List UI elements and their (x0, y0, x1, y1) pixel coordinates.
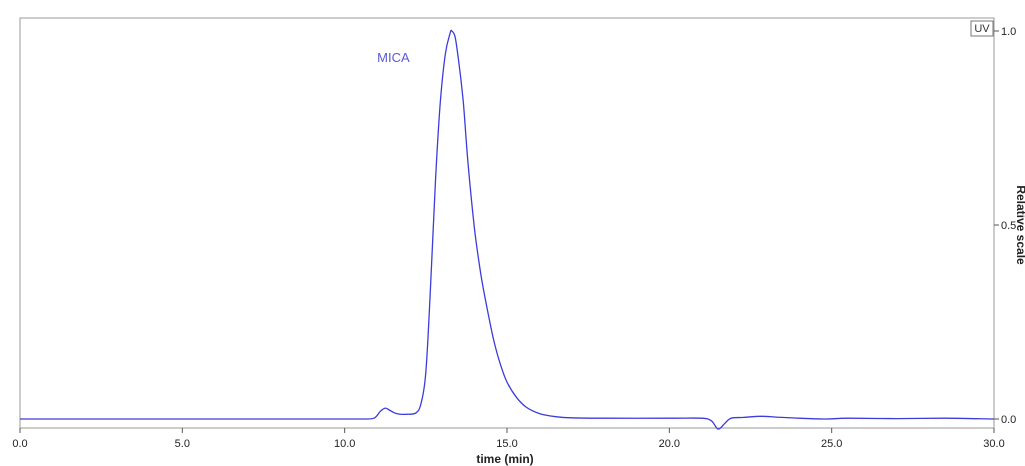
x-tick-label: 15.0 (496, 438, 517, 450)
series-line-uv (20, 29, 995, 430)
annotation-layer: MICA (377, 50, 410, 65)
y-tick-label: 1.0 (1001, 26, 1016, 38)
x-tick-label: 10.0 (334, 438, 355, 450)
x-axis-title: time (min) (476, 452, 533, 466)
x-tick-label: 5.0 (175, 438, 190, 450)
x-tick-label: 20.0 (659, 438, 680, 450)
peak-label: MICA (377, 50, 410, 65)
x-tick-label: 30.0 (983, 438, 1004, 450)
legend-label: UV (974, 23, 990, 35)
x-axis: 0.0 5.0 10.0 15.0 20.0 25.0 30.0 (12, 428, 1005, 450)
y-tick-label: 0.0 (1001, 414, 1016, 426)
y-tick-label: 0.5 (1001, 220, 1016, 232)
y-axis: 0.0 0.5 1.0 (994, 26, 1016, 426)
y-axis-title: Relative scale (1014, 185, 1025, 265)
legend: UV (970, 20, 994, 37)
legend-box (970, 20, 994, 37)
series-layer (20, 29, 995, 430)
x-tick-label: 25.0 (821, 438, 842, 450)
x-tick-label: 0.0 (12, 438, 27, 450)
